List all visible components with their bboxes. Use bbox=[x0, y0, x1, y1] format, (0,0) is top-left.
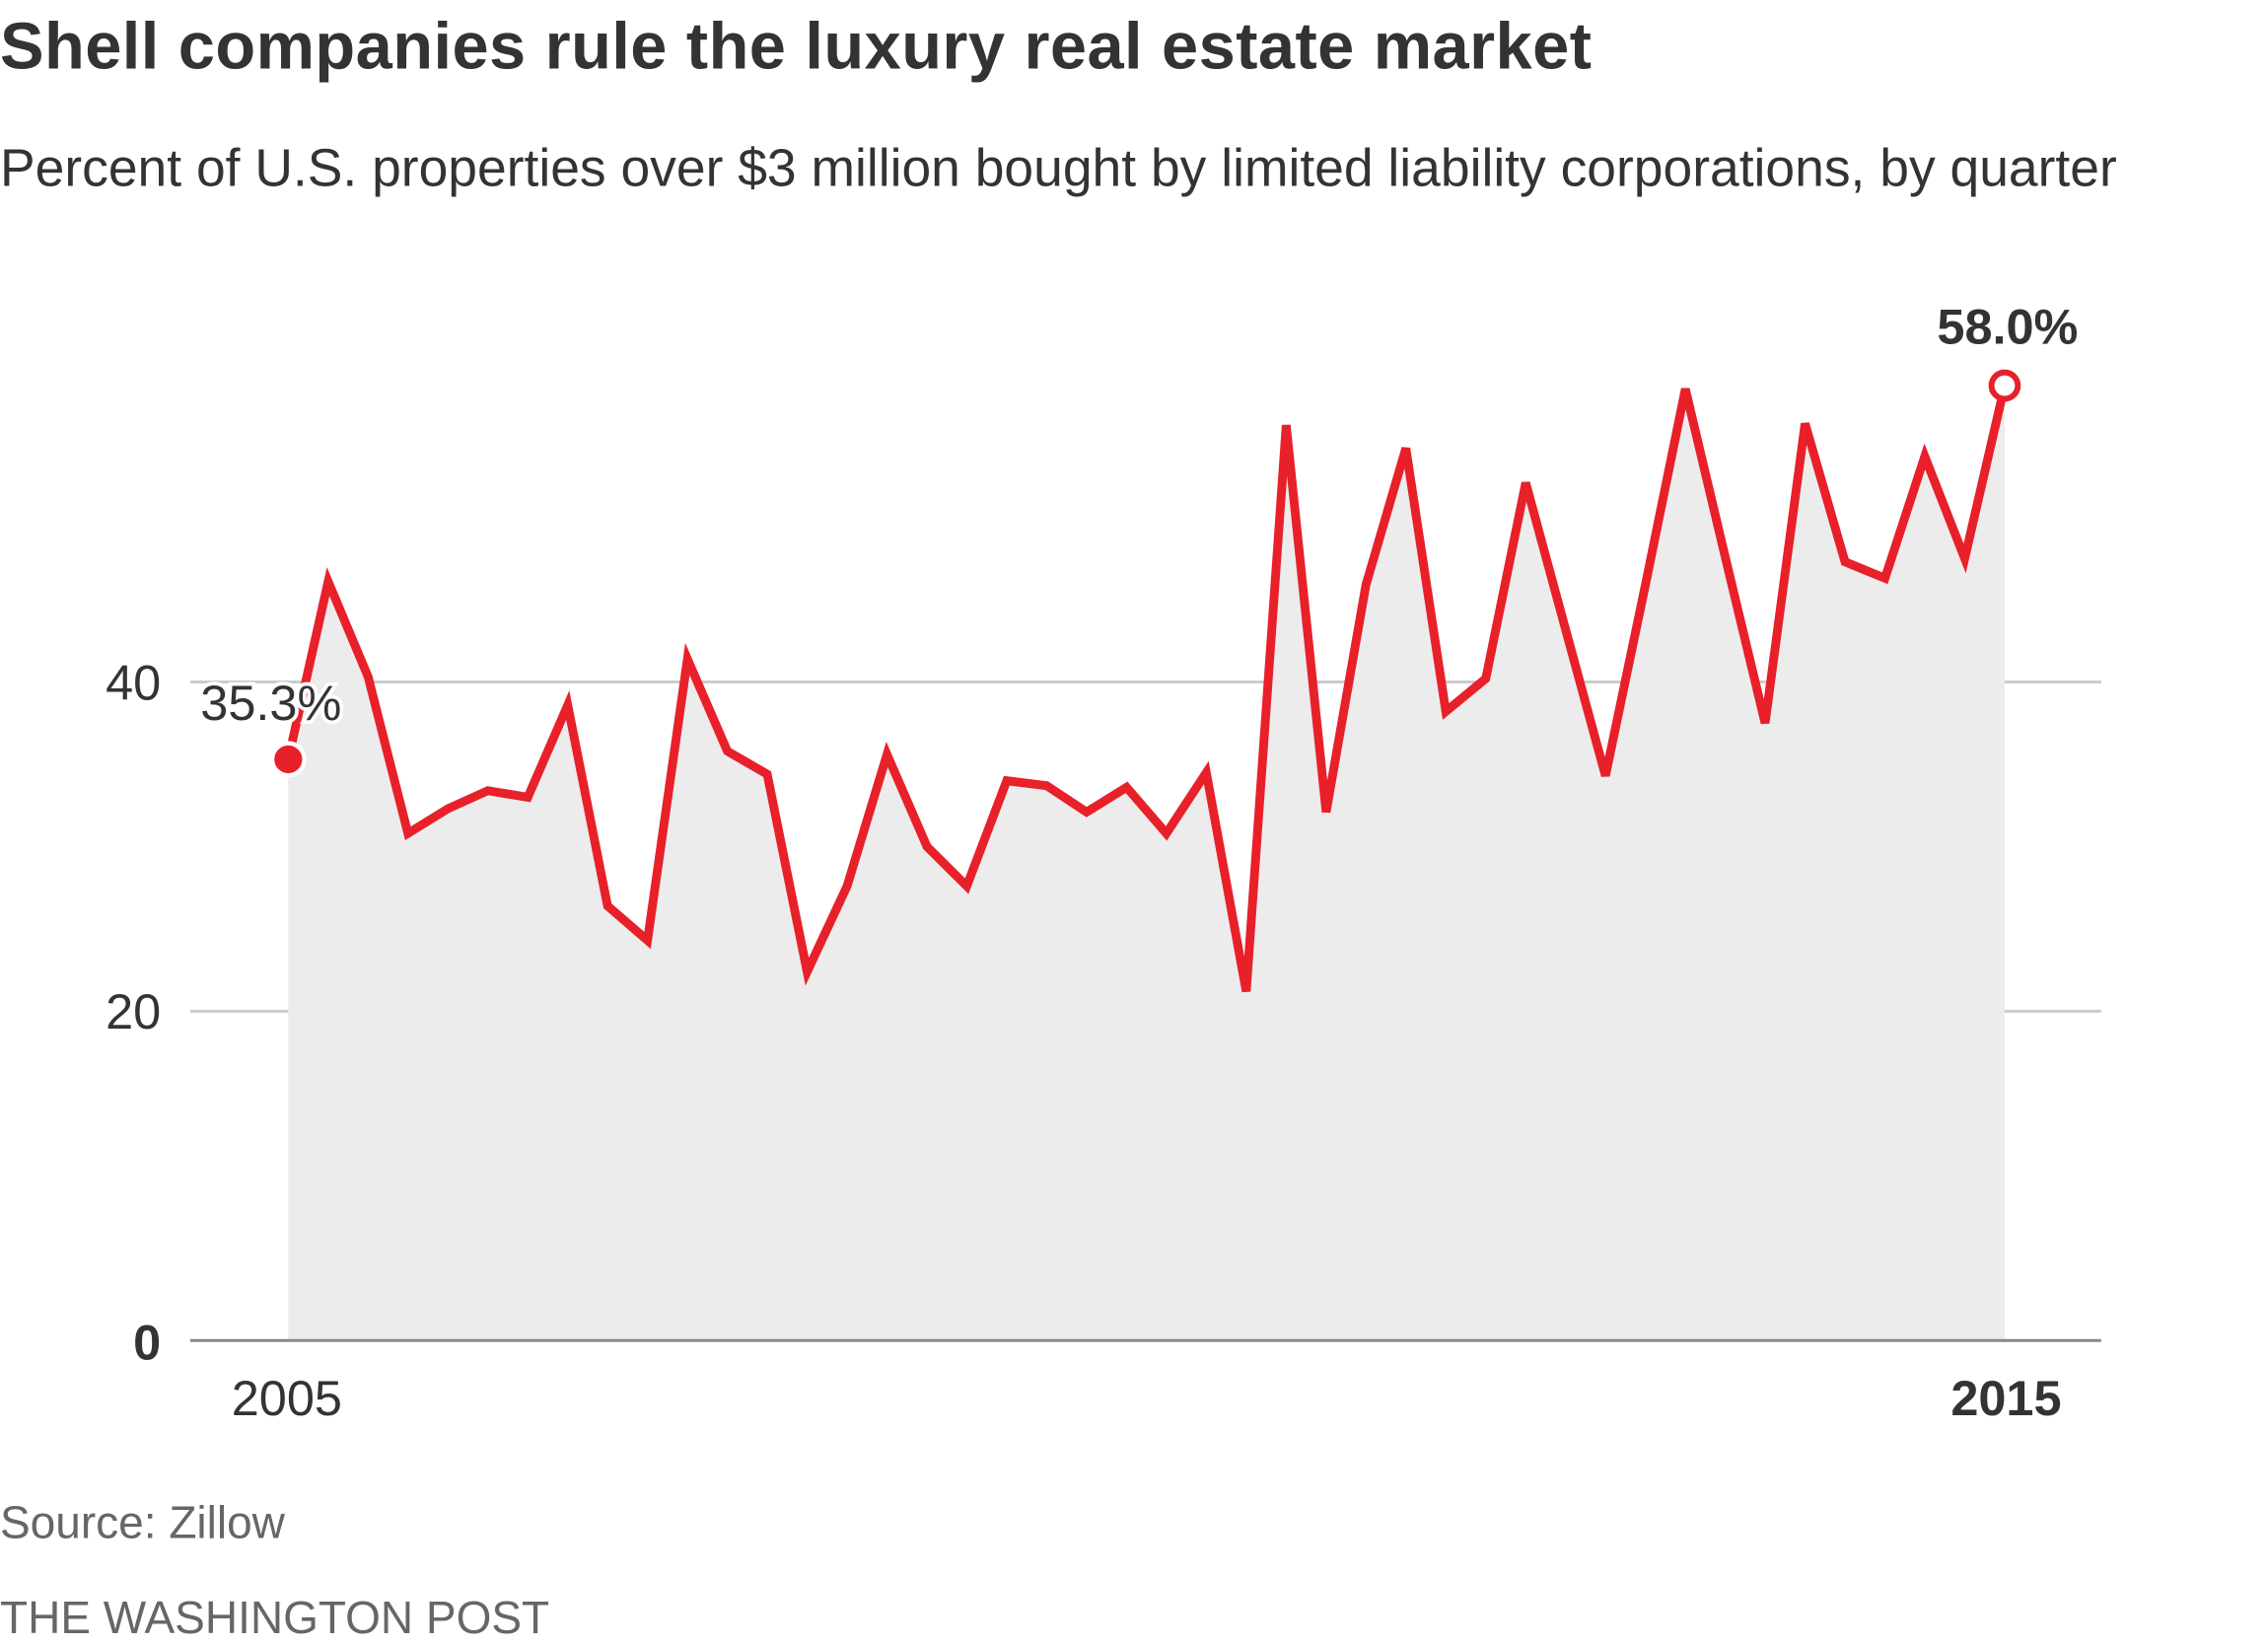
y-tick-label-20: 20 bbox=[106, 983, 161, 1039]
chart-title: Shell companies rule the luxury real est… bbox=[0, 8, 1593, 84]
x-tick-label-2015: 2015 bbox=[1950, 1370, 2061, 1426]
x-tick-label-2005: 2005 bbox=[232, 1370, 342, 1426]
data-point bbox=[269, 741, 307, 778]
annotation-first-value: 35.3% bbox=[200, 675, 341, 731]
y-tick-label-0: 0 bbox=[133, 1315, 161, 1371]
y-tick-label-40: 40 bbox=[106, 654, 161, 710]
series-line bbox=[283, 385, 2010, 993]
annotation-last-value: 58.0% bbox=[1937, 299, 2078, 355]
area-fill bbox=[288, 386, 2005, 1341]
source-note: Source: Zillow bbox=[0, 1497, 285, 1548]
chart-subtitle: Percent of U.S. properties over $3 milli… bbox=[0, 137, 2117, 198]
data-point bbox=[1988, 369, 2021, 402]
publisher-credit: THE WASHINGTON POST bbox=[0, 1592, 550, 1644]
